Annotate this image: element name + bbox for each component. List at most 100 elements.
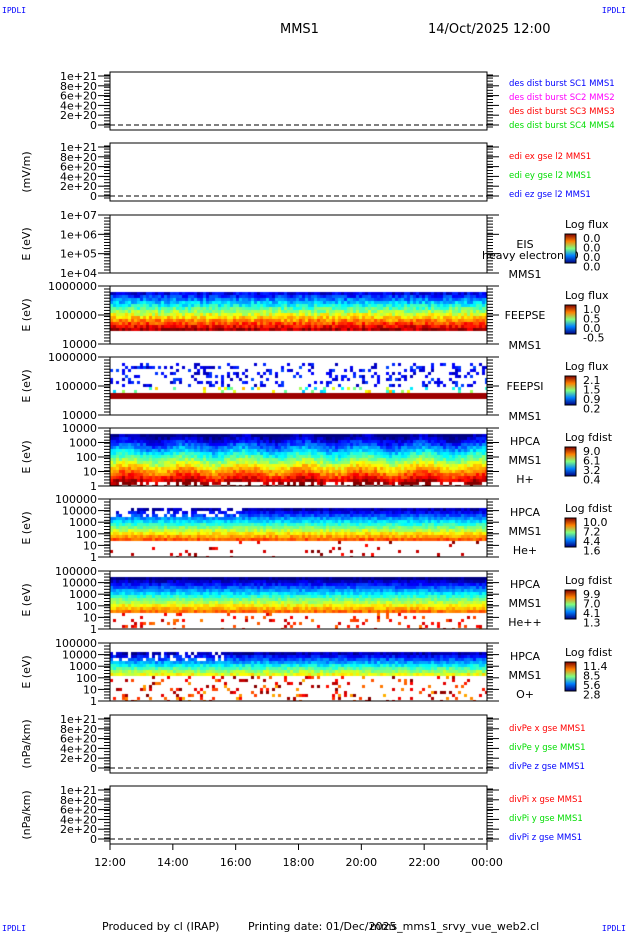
legend-entry: des dist burst SC1 MMS1 [509,79,615,89]
y-tick-label: 1000 [69,660,97,673]
colorbar [564,375,577,406]
colorbar-title: Log fdist [565,646,613,659]
y-tick-label: 0 [90,190,97,203]
datetime-title: 14/Oct/2025 12:00 [428,22,551,37]
spacecraft-title: MMS1 [280,22,319,37]
spectrogram-hpca-8 [110,643,487,701]
colorbar-label: 0.0 [583,261,601,274]
y-tick-label: 6e+20 [60,804,97,817]
panel-frame [109,71,488,131]
colorbar [564,517,577,548]
spacecraft-label: MMS1 [509,525,542,538]
corner-label-bl: IPDLI [2,924,27,933]
legend-entry: divPi z gse MMS1 [509,833,582,843]
colorbar-label: 2.8 [583,689,601,702]
spectrogram-hpca-5 [110,428,487,486]
species-label: He+ [513,544,537,557]
panel-frame [109,356,488,416]
y-axis-label: E (eV) [20,440,33,473]
y-tick-label: 8e+20 [60,723,97,736]
instrument-label: FEEPSI [506,380,543,393]
panel-frame [109,214,488,274]
y-tick-label: 1 [90,695,97,708]
y-tick-label: 1e+21 [60,70,97,83]
y-tick-label: 10 [83,466,97,479]
y-tick-label: 2e+20 [60,180,97,193]
panel-frame [109,785,488,845]
panel-frame [109,642,488,702]
y-tick-label: 1e+06 [60,228,97,241]
instrument-label: HPCA [510,650,541,663]
y-tick-label: 100 [76,528,97,541]
y-tick-label: 2e+20 [60,109,97,122]
corner-label-br: IPDLI [601,924,626,933]
species-label: O+ [516,688,534,701]
x-tick-label: 12:00 [94,856,126,869]
x-tick-label: 14:00 [157,856,189,869]
footer-produced: Produced by cl (IRAP) [102,920,220,933]
panel-frame [109,570,488,630]
y-tick-label: 1000 [69,516,97,529]
colorbar-label: 0.2 [583,403,601,416]
y-axis-label: E (eV) [20,227,33,260]
y-tick-label: 4e+20 [60,813,97,826]
y-tick-label: 0 [90,762,97,775]
y-tick-label: 8e+20 [60,80,97,93]
y-tick-label: 10 [83,611,97,624]
spacecraft-label: MMS1 [509,669,542,682]
y-tick-label: 100 [76,451,97,464]
y-tick-label: 6e+20 [60,733,97,746]
colorbar-label: 0.0 [583,322,601,335]
y-tick-label: 10 [83,539,97,552]
species-label: He++ [508,616,541,629]
colorbar-title: Log flux [565,218,609,231]
legend-entry: divPi y gse MMS1 [509,814,583,824]
y-tick-label: 1e+05 [60,248,97,261]
y-axis-label: (nPa/km) [20,719,33,768]
colorbar-label: 0.5 [583,313,601,326]
colorbar-label: 1.0 [583,303,601,316]
panel-frame [109,427,488,487]
footer-script: mms_mms1_srvy_vue_web2.cl [370,920,540,933]
panel-frame [109,142,488,202]
colorbar [564,304,577,335]
colorbar-label: -0.5 [583,332,604,345]
y-tick-label: 1e+21 [60,784,97,797]
y-tick-label: 1 [90,551,97,564]
y-tick-label: 1000000 [48,280,97,293]
y-tick-label: 1 [90,623,97,636]
y-tick-label: 1000 [69,588,97,601]
colorbar-label: 9.0 [583,445,601,458]
legend-entry: edi ex gse l2 MMS1 [509,152,591,162]
spacecraft-label: MMS1 [509,410,542,423]
y-tick-label: 1e+21 [60,141,97,154]
y-tick-label: 10000 [62,422,97,435]
corner-label-tl: IPDLI [2,6,27,15]
y-tick-label: 10000 [62,649,97,662]
colorbar-label: 4.1 [583,607,601,620]
colorbar-label: 8.5 [583,670,601,683]
y-tick-label: 10000 [62,577,97,590]
y-axis-label: (nPa/km) [20,790,33,839]
legend-entry: des dist burst SC4 MMS4 [509,121,615,131]
colorbar [564,589,577,620]
x-tick-label: 16:00 [220,856,252,869]
y-tick-label: 1e+21 [60,713,97,726]
colorbar-label: 1.6 [583,545,601,558]
y-tick-label: 100000 [55,637,97,650]
y-tick-label: 10000 [62,505,97,518]
legend-entry: des dist burst SC2 MMS2 [509,93,615,103]
y-tick-label: 1000 [69,437,97,450]
y-tick-label: 2e+20 [60,752,97,765]
instrument-label: HPCA [510,435,541,448]
colorbar-label: 7.2 [583,526,601,539]
colorbar-label: 0.9 [583,393,601,406]
y-axis-label: E (eV) [20,511,33,544]
footer-printing-date: Printing date: 01/Dec/2025 [248,920,397,933]
legend-entry: des dist burst SC3 MMS3 [509,107,615,117]
y-tick-label: 100000 [55,493,97,506]
legend-entry: edi ey gse l2 MMS1 [509,171,591,181]
y-tick-label: 100 [76,600,97,613]
colorbar-label: 2.1 [583,374,601,387]
y-axis-label: E (eV) [20,655,33,688]
